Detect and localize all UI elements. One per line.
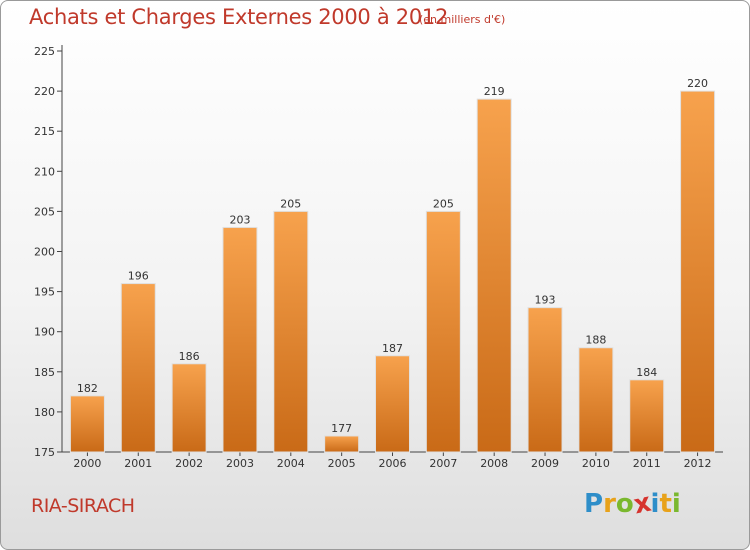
logo-letter: i <box>650 489 660 519</box>
bar-2009 <box>527 307 563 453</box>
data-label-2000: 182 <box>77 382 98 395</box>
x-tick-label: 2006 <box>379 457 407 470</box>
x-tick-label: 2011 <box>633 457 661 470</box>
data-label-2010: 188 <box>585 334 606 347</box>
bar-2011 <box>629 379 665 453</box>
y-tick-label: 175 <box>34 446 55 459</box>
data-label-2011: 184 <box>636 366 657 379</box>
proxiti-logo[interactable]: Proxiti <box>584 488 681 521</box>
x-tick-label: 2005 <box>328 457 356 470</box>
y-tick-label: 220 <box>34 85 55 98</box>
data-label-2001: 196 <box>128 270 149 283</box>
y-tick-label: 210 <box>34 165 55 178</box>
x-tick-label: 2001 <box>124 457 152 470</box>
y-tick-label: 190 <box>34 326 55 339</box>
bars <box>69 90 716 453</box>
bar-2006 <box>375 355 410 453</box>
commune-name: RIA-SIRACH <box>31 495 135 517</box>
axes: 175 180 185 190 195 200 205 210 215 220 225 2000 200… <box>34 45 723 470</box>
y-tick-label: 205 <box>34 205 55 218</box>
bar-2012 <box>680 90 716 453</box>
chart-subtitle: (en milliers d'€) <box>419 13 506 26</box>
logo-letter: r <box>603 489 616 519</box>
logo-letter: t <box>659 489 672 519</box>
x-tick-label: 2012 <box>684 457 712 470</box>
x-tick-label: 2000 <box>73 457 101 470</box>
logo-letter: P <box>584 489 604 519</box>
bar-2005 <box>324 435 360 453</box>
y-tick-label: 195 <box>34 286 55 299</box>
chart-title: Achats et Charges Externes 2000 à 2012 <box>29 5 449 29</box>
bar-2001 <box>120 283 156 453</box>
data-label-2007: 205 <box>433 197 454 210</box>
x-tick-label: 2009 <box>531 457 559 470</box>
y-tick-label: 180 <box>34 406 55 419</box>
bar-2003 <box>222 226 258 453</box>
data-label-2006: 187 <box>382 342 403 355</box>
y-tick-label: 185 <box>34 366 55 379</box>
data-label-2003: 203 <box>229 213 250 226</box>
x-tick-label: 2003 <box>226 457 254 470</box>
x-tick-label: 2004 <box>277 457 305 470</box>
data-label-2009: 193 <box>535 294 556 307</box>
bar-2002 <box>171 363 207 453</box>
x-tick-label: 2007 <box>429 457 457 470</box>
data-labels: 182 196 186 203 205 177 187 205 219 193 188 184 220 <box>77 77 708 435</box>
bar-2010 <box>578 347 614 453</box>
data-label-2004: 205 <box>280 197 301 210</box>
y-tick-label: 215 <box>34 125 55 138</box>
bar-2000 <box>69 395 105 453</box>
x-tick-label: 2002 <box>175 457 203 470</box>
y-tick-label: 225 <box>34 45 55 58</box>
x-tick-label: 2008 <box>480 457 508 470</box>
logo-letter: i <box>671 489 681 519</box>
data-label-2012: 220 <box>687 77 708 90</box>
logo-letter: o <box>615 489 634 519</box>
y-tick-label: 200 <box>34 246 55 259</box>
bar-2004 <box>273 210 309 453</box>
data-label-2002: 186 <box>179 350 200 363</box>
x-tick-label: 2010 <box>582 457 610 470</box>
data-label-2008: 219 <box>484 85 505 98</box>
data-label-2005: 177 <box>331 422 352 435</box>
bar-2007 <box>425 210 461 453</box>
bar-2008 <box>476 98 512 453</box>
